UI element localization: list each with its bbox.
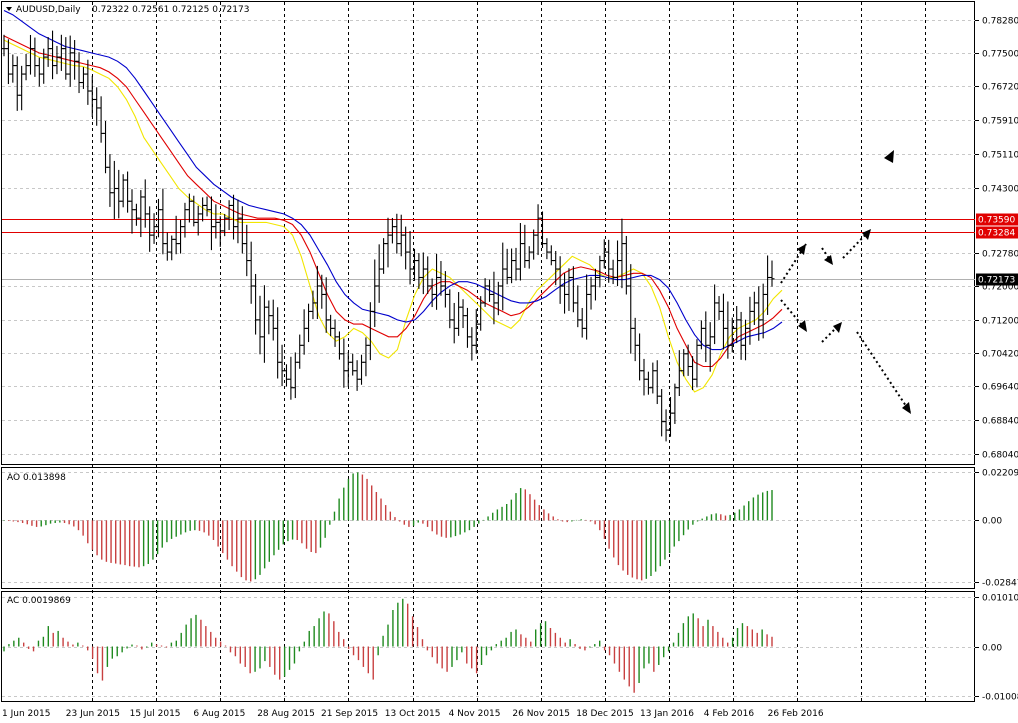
price-tick-label: 0.71200 — [982, 317, 1018, 327]
symbol-label: AUDUSD,Daily — [16, 5, 81, 15]
time-tick-label: 1 Jun 2015 — [2, 709, 50, 719]
indicator-tick-label: -0.010080 — [982, 693, 1018, 703]
time-tick-label: 26 Nov 2015 — [512, 709, 570, 719]
ac-histogram — [3, 598, 773, 693]
arrow-head-up-2 — [862, 229, 871, 240]
arrow-head-up-1 — [797, 244, 806, 255]
time-tick-label: 4 Feb 2016 — [704, 709, 755, 719]
arrow-head-down-3 — [902, 402, 911, 414]
price-axis: 0.78280 0.77500 0.76720 0.75910 0.75110 0.743… — [975, 17, 1018, 461]
indicator-tick-label: -0.028473 — [982, 579, 1018, 589]
indicator-tick-label: 0.00 — [982, 644, 1002, 654]
resistance-price-tag: 0.73590 — [978, 216, 1015, 226]
time-tick-label: 15 Jul 2015 — [130, 709, 181, 719]
time-tick-label: 28 Aug 2015 — [257, 709, 315, 719]
time-axis: 1 Jun 2015 23 Jun 2015 15 Jul 2015 6 Aug 20… — [2, 709, 824, 719]
time-tick-label: 4 Nov 2015 — [449, 709, 501, 719]
time-tick-label: 23 Jun 2015 — [66, 709, 120, 719]
ma-fast-line — [3, 39, 783, 393]
ao-histogram — [3, 472, 773, 582]
indicator-tick-label: 0.010102 — [982, 594, 1018, 604]
current-price-tag: 0.72173 — [978, 276, 1015, 286]
dropdown-triangle-icon[interactable] — [6, 7, 12, 11]
indicator-tick-label: 0.00 — [982, 517, 1002, 527]
price-tick-label: 0.75910 — [982, 117, 1018, 127]
price-tick-label: 0.74300 — [982, 185, 1018, 195]
time-tick-label: 21 Sep 2015 — [321, 709, 378, 719]
current-price-bg — [976, 273, 1018, 286]
price-tick-label: 0.77500 — [982, 50, 1018, 60]
ma-mid-line — [3, 35, 783, 368]
price-tick-label: 0.72000 — [982, 283, 1018, 293]
price-tick-label: 0.75110 — [982, 151, 1018, 161]
price-tick-label: 0.72780 — [982, 250, 1018, 260]
ohlc-bar — [769, 260, 775, 287]
resistance-lines[interactable] — [2, 219, 975, 280]
price-tick-label: 0.68040 — [982, 451, 1018, 461]
price-tags: 0.73590 0.73284 0.72173 — [976, 213, 1018, 286]
time-tick-label: 26 Feb 2016 — [768, 709, 824, 719]
price-bars — [1, 30, 775, 442]
price-tick-label: 0.70420 — [982, 350, 1018, 360]
ac-panel[interactable] — [1, 591, 975, 702]
ma-slow-line — [3, 10, 783, 351]
indicator-grid — [2, 472, 975, 697]
arrow-head-up-3 — [884, 150, 894, 163]
arrow-head-down-2 — [798, 320, 807, 332]
ao-panel[interactable] — [1, 467, 975, 589]
indicator-tick-label: 0.022092 — [982, 469, 1018, 479]
price-tick-label: 0.76720 — [982, 83, 1018, 93]
period-separators — [92, 2, 926, 701]
main-grid — [2, 20, 975, 455]
forecast-arrows — [780, 150, 911, 414]
price-tag-bg — [976, 213, 1018, 226]
arrow-head-down-1 — [824, 255, 833, 265]
resistance-price-tag: 0.73284 — [978, 229, 1015, 239]
price-tick-label: 0.68840 — [982, 417, 1018, 427]
moving-averages — [3, 10, 783, 393]
indicator-axis: 0.022092 0.00 -0.028473 0.010102 0.00 -0.0100… — [975, 469, 1018, 703]
time-tick-label: 18 Dec 2015 — [576, 709, 634, 719]
price-tick-label: 0.69640 — [982, 383, 1018, 393]
price-tick-label: 0.78280 — [982, 17, 1018, 27]
ao-label: AO 0.013898 — [7, 473, 66, 483]
time-tick-label: 13 Jan 2016 — [640, 709, 694, 719]
arrow-head-up-4 — [833, 322, 842, 333]
price-tag-bg — [976, 226, 1018, 239]
ohlc-values: 0.72322 0.72561 0.72125 0.72173 — [92, 5, 249, 15]
ac-label: AC 0.0019869 — [7, 596, 71, 606]
time-tick-label: 13 Oct 2015 — [385, 709, 441, 719]
time-tick-label: 6 Aug 2015 — [193, 709, 245, 719]
